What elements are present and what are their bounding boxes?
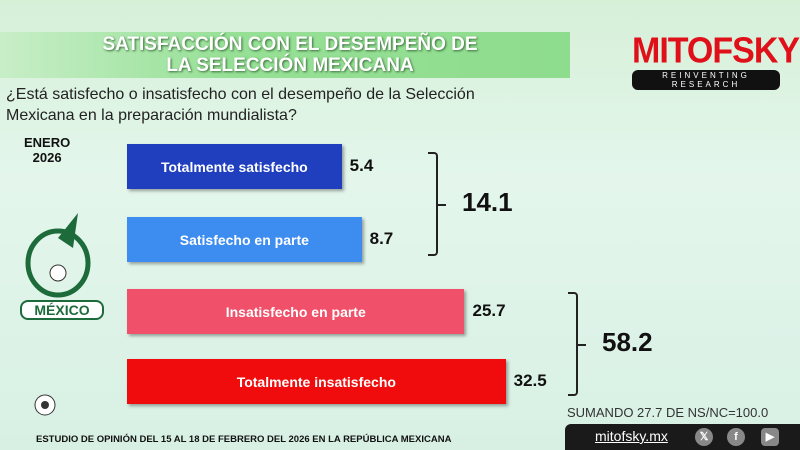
bar-label: Insatisfecho en parte bbox=[225, 303, 366, 320]
mitofsky-logo: MITOFSKY REINVENTING RESEARCH bbox=[632, 31, 800, 90]
bar: Insatisfecho en parte bbox=[127, 289, 465, 334]
eagle-crest-icon bbox=[25, 213, 91, 298]
bar: Satisfecho en parte bbox=[127, 217, 362, 262]
period: ENERO 2026 bbox=[24, 135, 70, 165]
title-line-1: SATISFACCIÓN CON EL DESEMPEÑO DE bbox=[102, 34, 478, 55]
title-line-2: LA SELECCIÓN MEXICANA bbox=[166, 55, 414, 76]
group-total: 58.2 bbox=[602, 327, 653, 357]
logo-name: MITOFSKY bbox=[632, 31, 800, 71]
question: ¿Está satisfecho o insatisfecho con el d… bbox=[6, 86, 475, 124]
facebook-icon[interactable]: f bbox=[727, 428, 745, 446]
bar-label: Totalmente insatisfecho bbox=[236, 373, 396, 390]
social-bar: mitofsky.mx 𝕏 f ▶ bbox=[565, 424, 800, 450]
mexico-emblem: MÉXICO bbox=[18, 208, 104, 320]
value-label: 25.7 bbox=[472, 301, 506, 320]
page-title: SATISFACCIÓN CON EL DESEMPEÑO DE LA SELE… bbox=[60, 34, 520, 76]
value-label: 32.5 bbox=[513, 371, 547, 390]
soccer-ball-icon bbox=[34, 394, 56, 416]
title-band bbox=[0, 32, 570, 78]
study-footer: ESTUDIO DE OPINIÓN DEL 15 AL 18 DE FEBRE… bbox=[36, 434, 452, 445]
group-brace bbox=[428, 152, 446, 256]
value-label: 8.7 bbox=[369, 229, 394, 248]
bar: Totalmente insatisfecho bbox=[127, 359, 506, 404]
bar: Totalmente satisfecho bbox=[127, 144, 342, 189]
website-link[interactable]: mitofsky.mx bbox=[595, 428, 668, 444]
emblem-word: MÉXICO bbox=[20, 300, 104, 320]
x-icon[interactable]: 𝕏 bbox=[695, 428, 713, 446]
period-month: ENERO bbox=[24, 135, 71, 150]
value-label: 5.4 bbox=[349, 156, 374, 175]
bar-label: Satisfecho en parte bbox=[179, 231, 309, 248]
logo-tagline: REINVENTING RESEARCH bbox=[632, 70, 780, 90]
bar-label: Totalmente satisfecho bbox=[160, 158, 308, 175]
group-brace bbox=[568, 292, 586, 396]
group-total: 14.1 bbox=[462, 187, 513, 217]
period-year: 2026 bbox=[32, 150, 62, 165]
ns-nc-note: SUMANDO 27.7 DE NS/NC=100.0 bbox=[567, 405, 769, 420]
youtube-icon[interactable]: ▶ bbox=[761, 428, 779, 446]
